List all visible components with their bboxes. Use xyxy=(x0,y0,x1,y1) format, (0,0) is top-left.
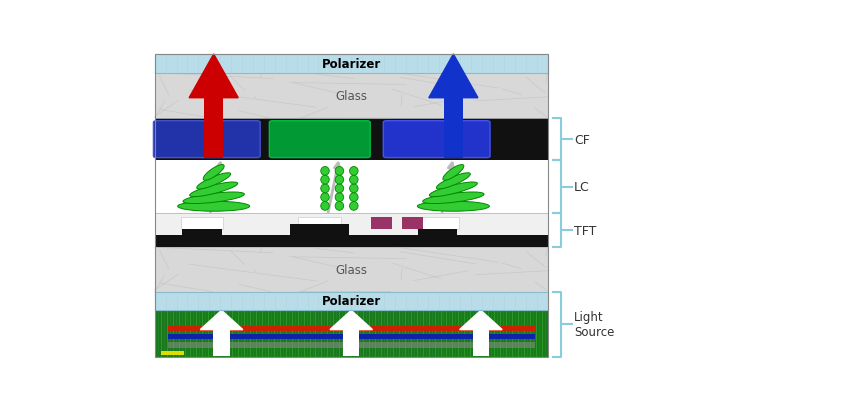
Ellipse shape xyxy=(321,167,329,176)
Bar xyxy=(298,217,341,229)
Text: Glass: Glass xyxy=(335,263,367,276)
Text: LC: LC xyxy=(574,181,589,194)
Ellipse shape xyxy=(321,193,329,202)
Ellipse shape xyxy=(321,202,329,211)
Text: Polarizer: Polarizer xyxy=(322,58,381,71)
Bar xyxy=(371,217,392,229)
FancyBboxPatch shape xyxy=(383,122,490,158)
Bar xyxy=(343,330,359,356)
Ellipse shape xyxy=(429,183,477,197)
Ellipse shape xyxy=(335,193,344,202)
Ellipse shape xyxy=(422,192,484,204)
Ellipse shape xyxy=(321,185,329,193)
Ellipse shape xyxy=(335,202,344,211)
Ellipse shape xyxy=(442,165,463,181)
Text: Light
Source: Light Source xyxy=(574,311,614,339)
Bar xyxy=(168,343,534,345)
Ellipse shape xyxy=(349,176,358,185)
Ellipse shape xyxy=(417,202,489,212)
Bar xyxy=(204,98,223,159)
Bar xyxy=(182,229,221,244)
Ellipse shape xyxy=(335,176,344,185)
Text: CF: CF xyxy=(574,133,589,146)
Bar xyxy=(168,345,534,348)
Bar xyxy=(154,310,547,357)
Ellipse shape xyxy=(203,165,224,181)
Ellipse shape xyxy=(321,176,329,185)
Bar xyxy=(181,217,223,229)
Bar xyxy=(443,98,463,159)
Ellipse shape xyxy=(349,167,358,176)
Bar xyxy=(168,326,534,331)
Bar xyxy=(154,119,547,161)
Bar xyxy=(154,214,547,236)
Bar xyxy=(154,55,547,357)
Ellipse shape xyxy=(197,173,230,190)
Bar xyxy=(168,335,534,339)
FancyBboxPatch shape xyxy=(269,122,370,158)
Ellipse shape xyxy=(189,183,237,197)
Bar xyxy=(154,292,547,310)
Polygon shape xyxy=(459,311,501,330)
Ellipse shape xyxy=(335,185,344,193)
Bar xyxy=(161,351,184,355)
Text: TFT: TFT xyxy=(574,224,596,237)
Ellipse shape xyxy=(177,202,250,212)
Ellipse shape xyxy=(349,202,358,211)
Bar xyxy=(473,330,489,356)
Polygon shape xyxy=(200,311,242,330)
Bar xyxy=(214,330,230,356)
Ellipse shape xyxy=(183,192,244,204)
FancyBboxPatch shape xyxy=(154,122,260,158)
Bar xyxy=(154,55,547,74)
Ellipse shape xyxy=(349,185,358,193)
Polygon shape xyxy=(189,55,238,98)
Polygon shape xyxy=(329,311,372,330)
Ellipse shape xyxy=(436,173,470,190)
Bar xyxy=(154,247,547,292)
Text: Glass: Glass xyxy=(335,90,367,102)
Polygon shape xyxy=(428,55,478,98)
Text: Polarizer: Polarizer xyxy=(322,294,381,307)
Bar xyxy=(154,74,547,119)
Bar xyxy=(154,236,547,247)
Bar xyxy=(290,225,349,244)
Ellipse shape xyxy=(335,167,344,176)
Bar xyxy=(416,217,458,229)
Bar xyxy=(402,217,423,229)
Bar xyxy=(418,229,457,244)
Ellipse shape xyxy=(349,193,358,202)
